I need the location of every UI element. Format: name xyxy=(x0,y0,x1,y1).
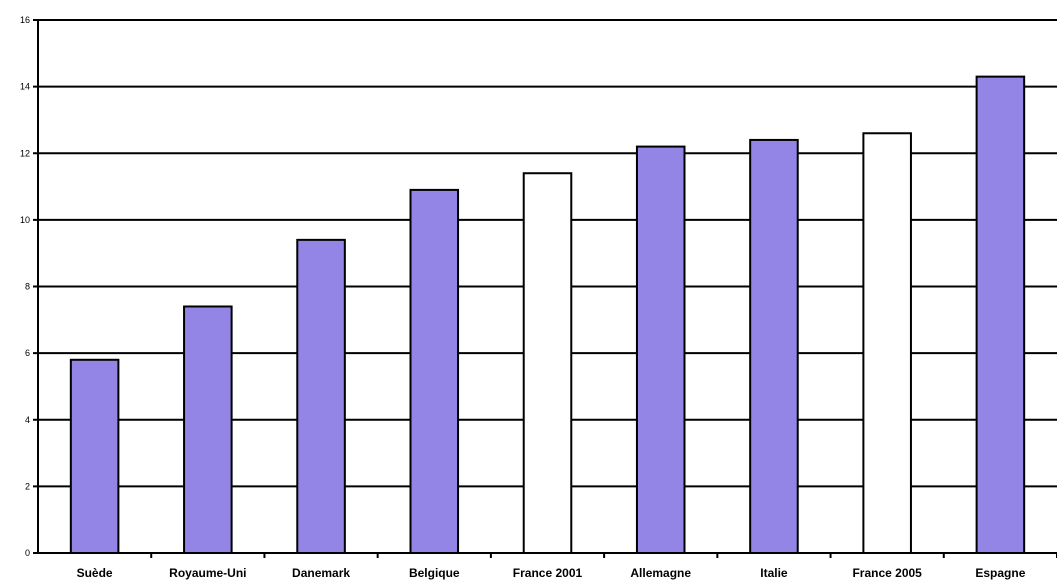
y-tick-label-16: 16 xyxy=(20,15,30,25)
category-label-3: Danemark xyxy=(292,566,350,580)
y-tick-label-14: 14 xyxy=(20,82,30,92)
category-label-4: Belgique xyxy=(409,566,460,580)
bar-6 xyxy=(635,145,686,554)
bar-4 xyxy=(409,188,460,555)
y-tick-label-6: 6 xyxy=(25,348,30,358)
bar-5 xyxy=(522,172,573,555)
category-label-6: Allemagne xyxy=(630,566,691,580)
bar-8 xyxy=(862,132,912,554)
y-tick-label-12: 12 xyxy=(20,148,30,158)
y-tick-label-8: 8 xyxy=(25,282,30,292)
y-tick-label-10: 10 xyxy=(20,215,30,225)
bar-7 xyxy=(749,138,799,555)
category-label-5: France 2001 xyxy=(513,566,583,580)
bar-9 xyxy=(975,75,1026,554)
y-tick-label-4: 4 xyxy=(25,415,30,425)
y-tick-label-0: 0 xyxy=(25,548,30,558)
category-label-9: Espagne xyxy=(975,566,1025,580)
bar-3 xyxy=(296,238,346,555)
bar-2 xyxy=(183,305,233,554)
category-label-7: Italie xyxy=(760,566,788,580)
category-label-8: France 2005 xyxy=(852,566,922,580)
y-tick-label-2: 2 xyxy=(25,481,30,491)
bar-1 xyxy=(69,358,120,554)
category-label-2: Royaume-Uni xyxy=(169,566,246,580)
category-label-1: Suède xyxy=(77,566,113,580)
